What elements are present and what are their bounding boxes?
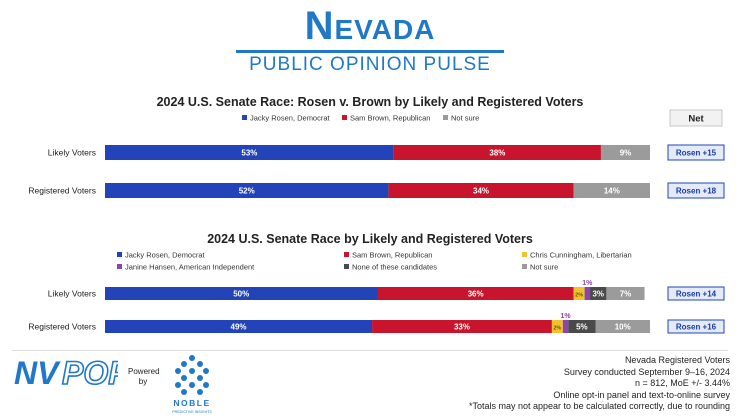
survey-note-line: Online opt-in panel and text-to-online s… <box>553 389 730 400</box>
bar-segment <box>600 145 650 160</box>
nvpop-logo: NV POP <box>14 355 118 389</box>
legend-swatch <box>242 115 247 120</box>
bar-data-label: 1% <box>560 313 571 320</box>
net-value-label: Rosen +14 <box>676 290 717 299</box>
legend-swatch <box>522 252 527 257</box>
svg-text:POP: POP <box>62 355 118 389</box>
net-header-label: Net <box>688 114 704 125</box>
bar-data-label: 36% <box>468 290 484 299</box>
net-value-box <box>667 319 725 334</box>
bar-segment <box>606 287 645 300</box>
bar-data-label: 2% <box>575 293 583 299</box>
category-label: Likely Voters <box>48 289 96 299</box>
net-value-box <box>667 182 725 199</box>
legend-label: Not sure <box>451 114 479 123</box>
powered-by-label: Powered by <box>128 367 160 386</box>
bar-segment <box>393 145 601 160</box>
category-label: Likely Voters <box>48 148 96 158</box>
footer-divider <box>12 350 728 351</box>
legend-swatch <box>344 264 349 269</box>
legend-label: Jacky Rosen, Democrat <box>125 251 206 260</box>
bar-data-label: 38% <box>489 149 505 158</box>
bar-data-label: 52% <box>239 187 255 196</box>
bar-segment <box>105 320 373 333</box>
bar-segment <box>584 287 591 300</box>
bar-segment <box>573 183 650 198</box>
bar-segment <box>562 320 569 333</box>
survey-notes: Nevada Registered Voters Survey conducte… <box>469 355 730 413</box>
bar-segment <box>551 320 563 333</box>
bar-segment <box>595 320 650 333</box>
legend-label: Sam Brown, Republican <box>352 251 432 260</box>
net-value-label: Rosen +16 <box>676 323 717 332</box>
legend-swatch <box>344 252 349 257</box>
legend-label: Janine Hansen, American Independent <box>125 263 255 272</box>
bar-data-label: 1% <box>582 280 593 287</box>
survey-note-line: n = 812, MoE +/- 3.44% <box>634 378 730 388</box>
net-header-box <box>669 109 723 127</box>
survey-note-line: Nevada Registered Voters <box>624 355 730 365</box>
bar-data-label: 7% <box>620 290 632 299</box>
noble-logo: NOBLE PREDICTIVE INSIGHTS <box>172 355 212 414</box>
logo-divider <box>236 50 504 53</box>
bar-data-label: 9% <box>620 149 632 158</box>
legend-label: None of these candidates <box>352 263 437 272</box>
nevada-logo-subtitle: PUBLIC OPINION PULSE <box>249 54 491 75</box>
bar-data-label: 49% <box>231 323 247 332</box>
bar-data-label: 53% <box>241 149 257 158</box>
bar-segment <box>377 287 574 300</box>
legend-label: Sam Brown, Republican <box>350 114 430 123</box>
legend-label: Chris Cunningham, Libertarian <box>530 251 632 260</box>
bar-data-label: 34% <box>473 187 489 196</box>
bar-segment <box>105 287 378 300</box>
net-value-box <box>667 286 725 301</box>
survey-note-line: Survey conducted September 9–16, 2024 <box>563 366 730 377</box>
legend-swatch <box>117 264 122 269</box>
noble-tagline: PREDICTIVE INSIGHTS <box>172 410 212 414</box>
survey-note-line: *Totals may not appear to be calculated … <box>469 401 730 411</box>
bar-segment <box>372 320 552 333</box>
bar-data-label: 14% <box>604 187 620 196</box>
bar-data-label: 3% <box>592 290 604 299</box>
noble-name: NOBLE <box>173 398 210 408</box>
bar-segment <box>388 183 574 198</box>
legend-swatch <box>342 115 347 120</box>
bar-data-label: 50% <box>233 290 249 299</box>
net-value-box <box>667 144 725 161</box>
bar-segment <box>573 287 585 300</box>
bar-data-label: 33% <box>454 323 470 332</box>
bar-segment <box>105 183 389 198</box>
bar-data-label: 5% <box>576 323 588 332</box>
legend-swatch <box>522 264 527 269</box>
nevada-logo-title: Nevada <box>304 4 436 48</box>
legend-swatch <box>443 115 448 120</box>
legend-swatch <box>117 252 122 257</box>
legend-label: Not sure <box>530 263 558 272</box>
chart-title: 2024 U.S. Senate Race by Likely and Regi… <box>207 232 533 246</box>
legend-label: Jacky Rosen, Democrat <box>250 114 331 123</box>
bar-segment <box>568 320 596 333</box>
bar-segment <box>590 287 607 300</box>
category-label: Registered Voters <box>28 186 96 196</box>
bar-segment <box>105 145 394 160</box>
category-label: Registered Voters <box>28 322 96 332</box>
net-value-label: Rosen +15 <box>676 149 717 158</box>
bar-data-label: 10% <box>615 323 631 332</box>
svg-text:NV: NV <box>14 355 61 389</box>
chart-title: 2024 U.S. Senate Race: Rosen v. Brown by… <box>157 95 584 109</box>
bar-data-label: 2% <box>553 326 561 332</box>
net-value-label: Rosen +18 <box>676 187 717 196</box>
